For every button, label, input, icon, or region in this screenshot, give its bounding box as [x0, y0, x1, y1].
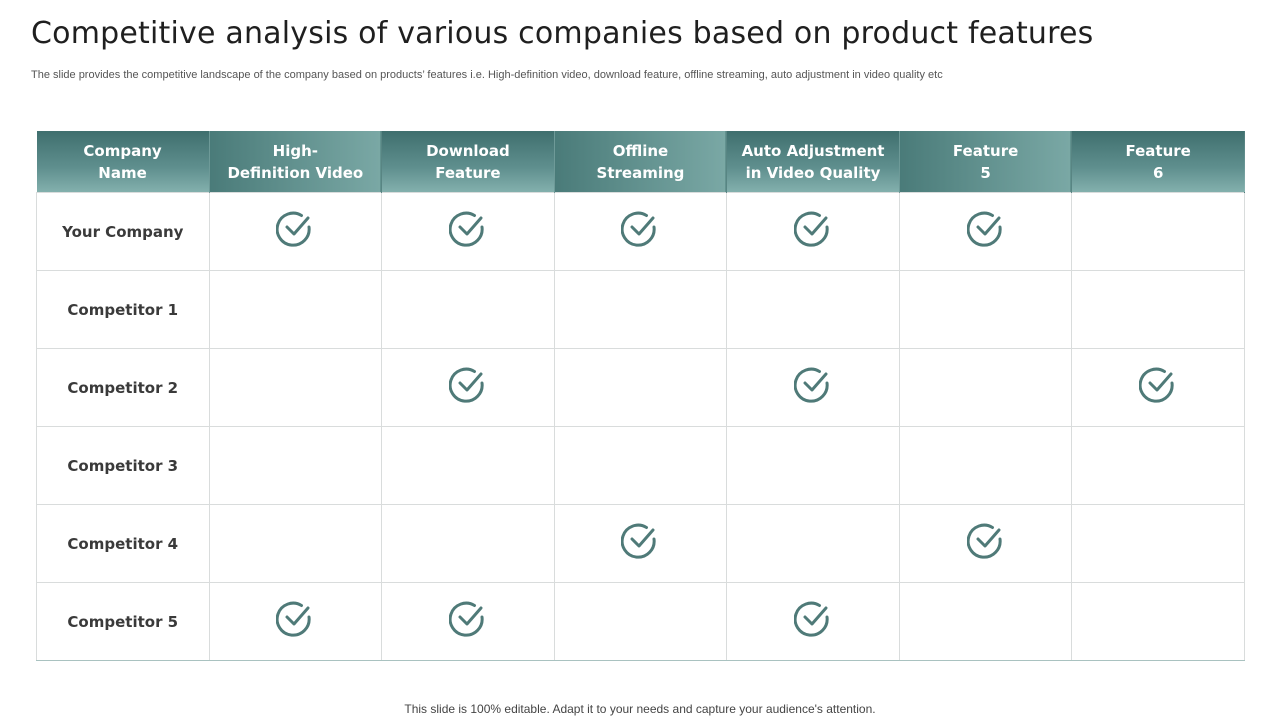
feature-cell — [1071, 192, 1245, 271]
column-header: Download Feature — [381, 131, 555, 193]
column-header-line: in Video Quality — [745, 163, 881, 182]
feature-cell — [553, 270, 728, 349]
feature-cell — [381, 582, 555, 661]
slide-footer: This slide is 100% editable. Adapt it to… — [404, 702, 876, 716]
feature-cell — [726, 426, 900, 505]
table-row: Your Company — [36, 192, 1245, 271]
table-row: Competitor 4 — [36, 504, 1245, 583]
feature-cell — [1071, 426, 1245, 505]
table-row: Competitor 5 — [36, 582, 1245, 661]
slide-title: Competitive analysis of various companie… — [31, 16, 1094, 51]
slide-subtitle: The slide provides the competitive lands… — [31, 69, 943, 81]
comparison-table: Company Name High- Definition Video Download… — [36, 131, 1245, 661]
column-header: Company Name — [36, 131, 210, 193]
table-row: Competitor 2 — [36, 348, 1245, 427]
check-circle-icon — [448, 210, 487, 248]
column-header-line: Download — [426, 141, 510, 160]
feature-cell — [1071, 348, 1245, 427]
column-header-line: High- — [272, 141, 319, 160]
feature-cell — [553, 348, 728, 427]
row-company-name: Competitor 4 — [36, 504, 210, 583]
column-header: High- Definition Video — [209, 131, 383, 193]
check-circle-icon — [1138, 366, 1177, 404]
feature-cell — [898, 504, 1073, 583]
header-row: Company Name High- Definition Video Download… — [36, 131, 1245, 193]
feature-cell — [208, 348, 383, 427]
check-circle-icon — [966, 522, 1005, 560]
column-header: Feature 5 — [899, 131, 1073, 193]
feature-cell — [553, 426, 728, 505]
row-company-name: Competitor 2 — [36, 348, 210, 427]
feature-cell — [381, 426, 555, 505]
column-header-line: Streaming — [596, 163, 685, 182]
feature-cell — [726, 270, 900, 349]
check-circle-icon — [793, 210, 832, 248]
feature-cell — [381, 348, 555, 427]
feature-cell — [726, 348, 900, 427]
column-header-line: Definition Video — [227, 163, 364, 182]
column-header: Feature 6 — [1071, 131, 1245, 193]
check-circle-icon — [621, 210, 659, 248]
feature-cell — [898, 192, 1073, 271]
feature-cell — [381, 504, 555, 583]
row-company-name: Your Company — [36, 192, 210, 271]
column-header-line: Offline — [612, 141, 669, 160]
feature-cell — [208, 504, 383, 583]
column-header-line: Auto Adjustment — [741, 141, 885, 160]
check-circle-icon — [793, 366, 832, 404]
table-body: Your Company Competitor 1 Competitor 2 Comp… — [36, 192, 1245, 661]
check-circle-icon — [448, 600, 487, 638]
column-header-line: Feature — [952, 141, 1019, 160]
check-circle-icon — [621, 522, 659, 560]
feature-cell — [898, 348, 1073, 427]
feature-cell — [726, 504, 900, 583]
check-circle-icon — [966, 210, 1005, 248]
table-row: Competitor 3 — [36, 426, 1245, 505]
row-company-name: Competitor 1 — [36, 270, 210, 349]
feature-cell — [726, 192, 900, 271]
check-circle-icon — [276, 600, 314, 638]
feature-cell — [208, 426, 383, 505]
column-header-line: Feature — [435, 163, 501, 182]
check-circle-icon — [793, 600, 832, 638]
table-row: Competitor 1 — [36, 270, 1245, 349]
feature-cell — [898, 270, 1073, 349]
feature-cell — [1071, 270, 1245, 349]
row-company-name: Competitor 5 — [36, 582, 210, 661]
column-header-line: 5 — [980, 163, 991, 182]
feature-cell — [1071, 582, 1245, 661]
column-header: Offline Streaming — [554, 131, 728, 193]
column-header: Auto Adjustment in Video Quality — [726, 131, 900, 193]
check-circle-icon — [276, 210, 314, 248]
column-header-line: Feature — [1125, 141, 1191, 160]
check-circle-icon — [448, 366, 487, 404]
feature-cell — [381, 192, 555, 271]
feature-cell — [208, 582, 383, 661]
column-header-line: 6 — [1152, 163, 1164, 182]
feature-cell — [898, 426, 1073, 505]
table-header: Company Name High- Definition Video Download… — [36, 131, 1245, 193]
feature-cell — [553, 582, 728, 661]
row-company-name: Competitor 3 — [36, 426, 210, 505]
feature-cell — [553, 504, 728, 583]
feature-cell — [1071, 504, 1245, 583]
feature-cell — [208, 192, 383, 271]
feature-cell — [381, 270, 555, 349]
feature-cell — [553, 192, 728, 271]
column-header-line: Name — [98, 163, 147, 182]
feature-cell — [726, 582, 900, 661]
feature-cell — [898, 582, 1073, 661]
feature-cell — [208, 270, 383, 349]
column-header-line: Company — [83, 141, 162, 160]
